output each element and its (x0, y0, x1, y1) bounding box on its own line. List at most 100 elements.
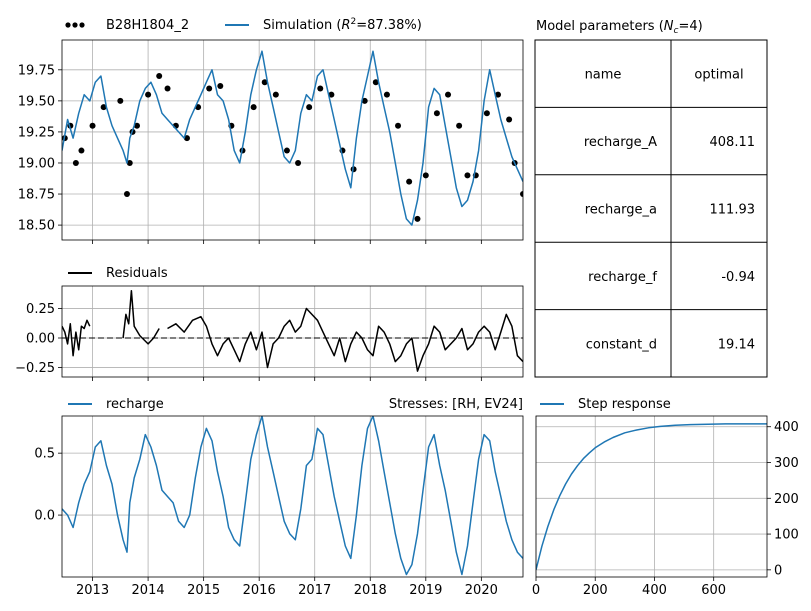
observation-point (183, 135, 190, 142)
observation-point (145, 91, 152, 98)
table-cell-name: constant_d (586, 337, 657, 352)
x-tick-label: 2014 (132, 583, 165, 598)
table-header-name: name (585, 68, 622, 83)
y-tick-label: 18.50 (18, 219, 55, 234)
stresses-title: Stresses: [RH, EV24] (389, 397, 523, 412)
table-cell-value: -0.94 (721, 270, 755, 285)
observation-point (123, 191, 130, 198)
y-tick-label: 19.75 (18, 63, 55, 78)
plot-area (536, 423, 767, 570)
observation-point (100, 104, 107, 111)
observation-point (156, 73, 163, 80)
observation-point (306, 104, 313, 111)
observation-point (317, 85, 324, 92)
y-tick-label: 19.00 (18, 156, 55, 171)
observation-point (406, 178, 413, 185)
legend-marker (79, 22, 85, 28)
y-tick-label: 19.25 (18, 125, 55, 140)
observation-point (126, 159, 133, 166)
observation-point (464, 172, 471, 179)
x-tick-label: 2017 (298, 583, 331, 598)
y-tick-label: 0.5 (34, 447, 55, 462)
x-tick-label: 2013 (76, 583, 109, 598)
table-cell-value: 408.11 (710, 135, 756, 150)
y-tick-label: 0.00 (26, 332, 55, 347)
y-tick-label: 400 (774, 420, 799, 435)
step-response-panel: 0 100 200 300 400 0 200 400 600 Step response (532, 397, 799, 598)
x-tick-label: 0 (532, 583, 540, 598)
observation-point (495, 91, 502, 98)
y-tick-label: 300 (774, 456, 799, 471)
plot-frame (61, 39, 524, 241)
x-tick-label: 200 (583, 583, 608, 598)
observation-point (414, 215, 421, 222)
observation-point (383, 91, 390, 98)
observation-point (361, 97, 368, 104)
legend-marker (72, 22, 78, 28)
x-tick-label: 2016 (243, 583, 276, 598)
legend-label: B28H1804_2 (106, 18, 189, 33)
model-parameters-table: Model parameters (Nc​=4) name optimal recha… (534, 19, 768, 378)
observation-point (164, 85, 171, 92)
plot-frame (61, 415, 524, 578)
y-tick-label: −0.25 (15, 361, 55, 376)
plot-area (62, 416, 523, 576)
y-tick-label: 100 (774, 528, 799, 543)
y-tick-label: 0.25 (26, 302, 55, 317)
observation-point (433, 110, 440, 117)
observation-point (261, 79, 268, 86)
legend-label: Residuals (106, 266, 168, 281)
table-cell-value: 19.14 (718, 337, 755, 352)
observation-point (456, 122, 463, 129)
x-tick-label: 2018 (354, 583, 387, 598)
legend-marker (65, 22, 71, 28)
observation-point (78, 147, 85, 154)
y-tick-label: 0 (774, 563, 782, 578)
x-tick-label: 2015 (187, 583, 220, 598)
observation-point (217, 82, 224, 89)
x-tick-label: 400 (642, 583, 667, 598)
observation-point (506, 116, 513, 123)
series-line (167, 307, 523, 372)
stresses-panel: 0.0 0.5 2013 2014 2015 2016 2017 2018 2019 2020 re… (34, 397, 524, 598)
legend-label: Simulation (R2​=87.38%) (263, 17, 422, 33)
plot-area (62, 289, 523, 372)
observation-point (328, 91, 335, 98)
observation-point (250, 104, 257, 111)
table-border (534, 39, 768, 378)
heads-panel: 18.50 18.75 19.00 19.25 19.50 19.75 B28H1804_2… (18, 17, 524, 244)
observation-point (395, 122, 402, 129)
observation-point (272, 91, 279, 98)
x-tick-label: 600 (701, 583, 726, 598)
plot-frame (535, 415, 768, 578)
table-cell-name: recharge_A (584, 135, 657, 150)
observation-point (133, 122, 140, 129)
legend-label: recharge (106, 397, 164, 412)
y-tick-label: 19.50 (18, 94, 55, 109)
x-tick-label: 2019 (409, 583, 442, 598)
table-title: Model parameters (Nc​=4) (536, 19, 703, 36)
table-cell-value: 111.93 (710, 203, 756, 218)
observation-point (520, 191, 523, 198)
series-line (62, 416, 523, 576)
residuals-panel: −0.25 0.00 0.25 Residuals (15, 266, 524, 381)
table-cell-name: recharge_a (585, 203, 657, 218)
table-cell-name: recharge_f (588, 270, 657, 285)
series-line (62, 319, 91, 357)
y-tick-label: 0.0 (34, 509, 55, 524)
observation-point (445, 91, 452, 98)
legend-label: Step response (578, 397, 671, 412)
observation-point (206, 85, 213, 92)
y-tick-label: 200 (774, 492, 799, 507)
y-tick-label: 18.75 (18, 188, 55, 203)
series-line (536, 423, 767, 570)
observation-point (422, 172, 429, 179)
observation-point (483, 110, 490, 117)
observation-point (89, 122, 96, 129)
series-line (122, 289, 160, 345)
observation-point (117, 97, 124, 104)
plot-frame (61, 285, 524, 378)
table-header-optimal: optimal (694, 68, 743, 83)
plot-area (62, 50, 523, 226)
